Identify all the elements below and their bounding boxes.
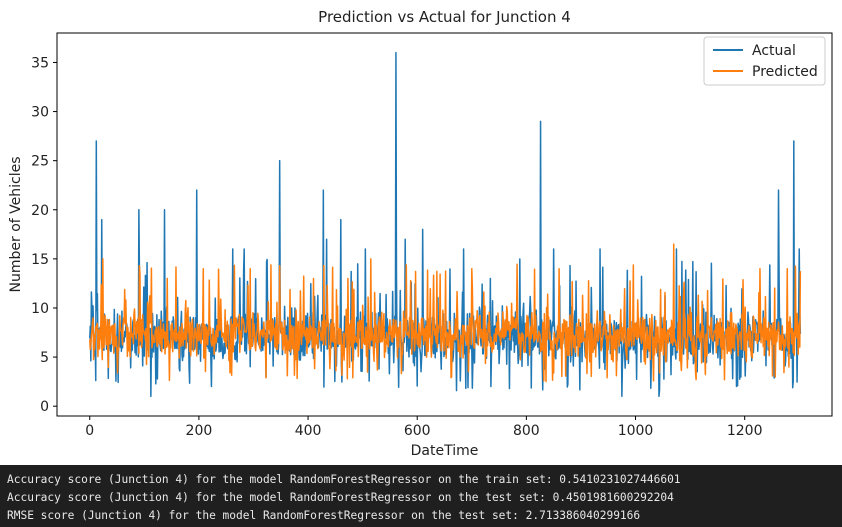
console-line-test-rmse: RMSE score (Junction 4) for the model Ra…	[7, 509, 641, 522]
series-line-predicted	[89, 243, 802, 383]
y-tick-label: 0	[40, 399, 49, 415]
legend-label-predicted: Predicted	[752, 64, 818, 80]
y-axis-label: Number of Vehicles	[8, 157, 24, 293]
y-tick-label: 15	[31, 252, 49, 268]
y-tick-label: 5	[40, 350, 49, 366]
chart-area: Prediction vs Actual for Junction 4 0 200…	[8, 8, 833, 459]
x-axis: 0 200 400 600 800 1000 1200	[85, 416, 762, 439]
x-tick-label: 0	[85, 423, 94, 439]
x-tick-label: 1200	[727, 423, 763, 439]
y-tick-label: 20	[31, 203, 49, 219]
line-chart: Prediction vs Actual for Junction 4 0 200…	[8, 8, 833, 459]
series-line-actual	[89, 51, 802, 398]
console-line-test-accuracy: Accuracy score (Junction 4) for the mode…	[7, 491, 674, 504]
x-tick-label: 800	[513, 423, 540, 439]
x-axis-label: DateTime	[411, 443, 479, 459]
plot-frame	[56, 32, 833, 417]
legend-label-actual: Actual	[752, 43, 796, 59]
console-line-train-accuracy: Accuracy score (Junction 4) for the mode…	[7, 473, 681, 486]
x-tick-label: 1000	[618, 423, 654, 439]
y-tick-label: 30	[31, 105, 49, 121]
y-tick-label: 10	[31, 301, 49, 317]
y-tick-label: 25	[31, 154, 49, 170]
y-tick-label: 35	[31, 55, 49, 71]
series-layer	[89, 51, 802, 398]
x-tick-label: 400	[295, 423, 322, 439]
legend: Actual Predicted	[703, 36, 826, 86]
y-axis: 0 5 10 15 20 25 30 35	[31, 55, 57, 415]
output-console: Accuracy score (Junction 4) for the mode…	[0, 465, 842, 527]
chart-title: Prediction vs Actual for Junction 4	[318, 8, 571, 26]
x-tick-label: 600	[404, 423, 431, 439]
x-tick-label: 200	[186, 423, 213, 439]
